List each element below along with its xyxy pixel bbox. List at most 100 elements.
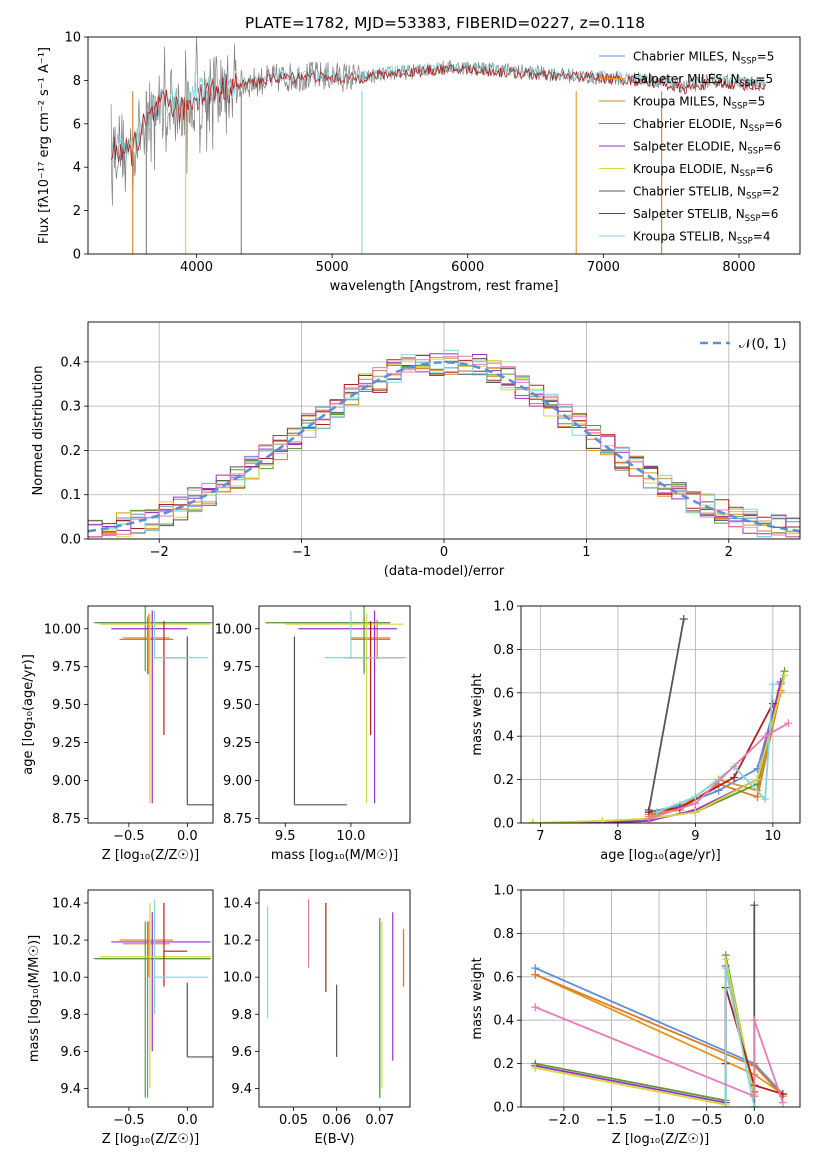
histogram-step (88, 354, 800, 538)
weight-series-line (532, 681, 782, 823)
y-tick-label: 4 (73, 161, 81, 176)
x-axis-label: mass [log₁₀(M/M☉)] (271, 848, 398, 863)
weight-marker (750, 1103, 759, 1107)
weight-marker (784, 719, 793, 728)
y-tick-label: 9.50 (52, 698, 81, 713)
y-tick-label: 9.75 (52, 660, 81, 675)
weight-marker (679, 615, 688, 624)
weight-marker (721, 955, 730, 964)
mass_vs_Z-frame (87, 889, 214, 1108)
weight-series-line (534, 1006, 784, 1103)
x-tick-label: 1 (582, 545, 590, 560)
y-tick-label: 9.75 (223, 660, 252, 675)
y-tick-label: 0.6 (493, 970, 514, 985)
y-axis-label: age [log₁₀(age/yr)] (21, 654, 36, 775)
x-tick-label: −2 (150, 545, 169, 560)
x-tick-label: 0.05 (279, 1113, 308, 1128)
x-axis-label: Z [log₁₀(Z/Z☉)] (102, 1132, 199, 1147)
y-tick-label: 10.4 (52, 896, 81, 911)
weight-marker (750, 901, 759, 910)
weight-marker (778, 1098, 787, 1107)
weight-marker (721, 964, 730, 973)
y-tick-label: 0 (73, 248, 81, 263)
y-tick-label: 9.8 (60, 1008, 81, 1023)
histogram-step (88, 349, 800, 538)
y-tick-label: 10 (64, 31, 81, 46)
normal-curve (88, 360, 800, 533)
y-tick-label: 8 (73, 74, 81, 89)
age_vs_mass-axes: 9.5 10.0 8.75 9.00 9.25 9.50 9.75 10.00 mass [lo… (215, 622, 398, 863)
x-tick-label: −1.5 (596, 1113, 628, 1128)
x-tick-label: −0.5 (113, 829, 145, 844)
mass_vs_Z-plot-area (93, 899, 213, 1098)
x-tick-label: 4000 (180, 260, 213, 275)
y-tick-label: 1.0 (493, 884, 514, 899)
figure-title: PLATE=1782, MJD=53383, FIBERID=0227, z=0… (245, 14, 645, 32)
weight-marker (691, 808, 700, 817)
legend-entry: Salpeter MILES, NSSP=5 (633, 72, 773, 89)
x-tick-label: 0 (440, 545, 448, 560)
weight-marker (761, 795, 770, 804)
x-tick-label: −0.5 (691, 1113, 723, 1128)
weight-series-line (648, 722, 789, 820)
x-axis-label: Z [log₁₀(Z/Z☉)] (612, 1132, 709, 1147)
weight-marker (528, 819, 537, 823)
age_vs_Z-axes: −0.5 0.0 8.75 9.00 9.25 9.50 9.75 10.00 Z [log₁₀… (21, 622, 199, 863)
y-tick-label: 0.0 (493, 1101, 514, 1116)
x-axis-label: E(B-V) (314, 1132, 354, 1147)
legend-entry: Kroupa STELIB, NSSP=4 (633, 230, 771, 247)
y-tick-label: 0.4 (493, 730, 514, 745)
legend-entry: Chabrier MILES, NSSP=5 (633, 50, 774, 67)
y-tick-label: 8.75 (223, 812, 252, 827)
spectrum-frame (87, 36, 801, 255)
y-tick-label: 10.0 (52, 971, 81, 986)
y-tick-label: 0.6 (493, 686, 514, 701)
weight-marker (531, 970, 540, 979)
x-tick-label: 6000 (451, 260, 484, 275)
legend-entry: Salpeter ELODIE, NSSP=6 (633, 140, 781, 157)
y-tick-label: 1.0 (493, 600, 514, 615)
weight-series-line (532, 675, 786, 823)
mass_vs_EBV-frame (258, 889, 411, 1108)
y-tick-label: 10.00 (215, 622, 252, 637)
weight-marker (753, 775, 762, 784)
weight-marker (652, 808, 661, 817)
y-tick-label: 9.50 (223, 698, 252, 713)
y-tick-label: 9.25 (223, 736, 252, 751)
spectrum-line (110, 64, 766, 166)
y-tick-label: 0.1 (60, 488, 81, 503)
x-tick-label: 0.0 (177, 829, 198, 844)
y-tick-label: 9.25 (52, 736, 81, 751)
x-tick-label: 9.5 (275, 829, 296, 844)
x-tick-label: 2 (725, 545, 733, 560)
y-tick-label: 10.2 (52, 934, 81, 949)
y-tick-label: 0.0 (493, 817, 514, 832)
x-tick-label: 8 (614, 829, 622, 844)
y-tick-label: 9.4 (60, 1082, 81, 1097)
y-tick-label: 0.0 (60, 533, 81, 548)
y-tick-label: 6 (73, 117, 81, 132)
y-tick-label: 10.2 (223, 934, 252, 949)
y-tick-label: 9.00 (223, 774, 252, 789)
weight-marker (750, 1092, 759, 1101)
mass_vs_Z-axes: −0.5 0.0 9.4 9.6 9.8 10.0 10.2 10.4 Z [log₁₀(Z/Z… (27, 896, 199, 1147)
x-tick-label: 10 (765, 829, 782, 844)
y-tick-label: 0.4 (493, 1014, 514, 1029)
y-tick-label: 2 (73, 204, 81, 219)
y-tick-label: 9.6 (231, 1045, 252, 1060)
y-tick-label: 0.2 (493, 773, 514, 788)
weight-marker (721, 1103, 730, 1107)
x-axis-label: age [log₁₀(age/yr)] (600, 848, 721, 863)
y-tick-label: 0.8 (493, 927, 514, 942)
x-tick-label: 10.0 (336, 829, 365, 844)
spectrum-axes: 4000 5000 6000 7000 8000 0 2 4 6 8 10 wavelength [A… (37, 31, 756, 295)
mass_weight_vs_age-frame (520, 605, 801, 824)
weight-marker (691, 799, 700, 808)
spectrum-line (110, 61, 766, 165)
age_vs_mass-frame (258, 605, 411, 824)
x-tick-label: 8000 (722, 260, 755, 275)
mass_weight_vs_age-axes: 7 8 9 10 0.0 0.2 0.4 0.6 0.8 1.0 age [log₁₀(age/yr… (470, 600, 800, 863)
x-tick-label: −1 (292, 545, 311, 560)
y-tick-label: 0.2 (493, 1057, 514, 1072)
